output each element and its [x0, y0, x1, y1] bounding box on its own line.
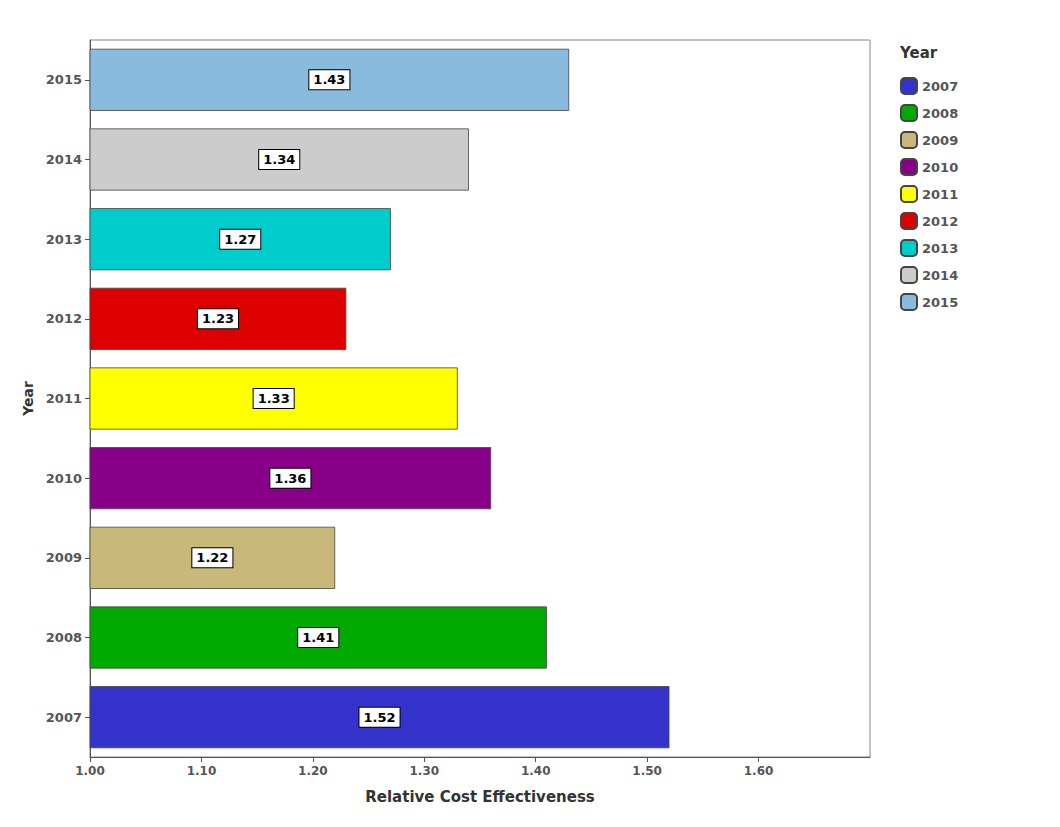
- svg-text:1.41: 1.41: [302, 630, 334, 645]
- svg-text:1.52: 1.52: [363, 710, 395, 725]
- svg-text:2013: 2013: [46, 232, 82, 247]
- svg-text:1.43: 1.43: [313, 72, 345, 87]
- svg-text:1.10: 1.10: [187, 764, 217, 778]
- svg-text:1.36: 1.36: [274, 471, 306, 486]
- svg-text:2013: 2013: [922, 241, 958, 256]
- svg-text:1.23: 1.23: [202, 311, 234, 326]
- svg-text:2014: 2014: [922, 268, 958, 283]
- svg-text:2010: 2010: [46, 471, 82, 486]
- svg-text:2015: 2015: [46, 72, 82, 87]
- svg-text:1.33: 1.33: [258, 391, 290, 406]
- svg-text:1.60: 1.60: [744, 764, 774, 778]
- svg-text:2012: 2012: [46, 311, 82, 326]
- svg-text:Year: Year: [899, 44, 938, 62]
- svg-text:2009: 2009: [46, 550, 82, 565]
- svg-text:2012: 2012: [922, 214, 958, 229]
- svg-text:2009: 2009: [922, 133, 958, 148]
- svg-text:1.30: 1.30: [409, 764, 439, 778]
- svg-text:2008: 2008: [46, 630, 82, 645]
- svg-text:Year: Year: [20, 381, 36, 417]
- svg-text:2011: 2011: [46, 391, 82, 406]
- svg-text:2010: 2010: [922, 160, 958, 175]
- svg-text:2008: 2008: [922, 106, 958, 121]
- svg-text:2014: 2014: [46, 152, 82, 167]
- svg-text:2015: 2015: [922, 295, 958, 310]
- svg-text:2007: 2007: [46, 710, 82, 725]
- svg-text:1.00: 1.00: [75, 764, 105, 778]
- svg-text:1.34: 1.34: [263, 152, 295, 167]
- svg-text:1.22: 1.22: [196, 550, 228, 565]
- svg-text:1.27: 1.27: [224, 232, 256, 247]
- svg-text:Relative Cost Effectiveness: Relative Cost Effectiveness: [365, 788, 595, 806]
- svg-text:1.40: 1.40: [521, 764, 551, 778]
- svg-text:1.50: 1.50: [632, 764, 662, 778]
- svg-text:2011: 2011: [922, 187, 958, 202]
- svg-text:2007: 2007: [922, 79, 958, 94]
- svg-text:1.20: 1.20: [298, 764, 328, 778]
